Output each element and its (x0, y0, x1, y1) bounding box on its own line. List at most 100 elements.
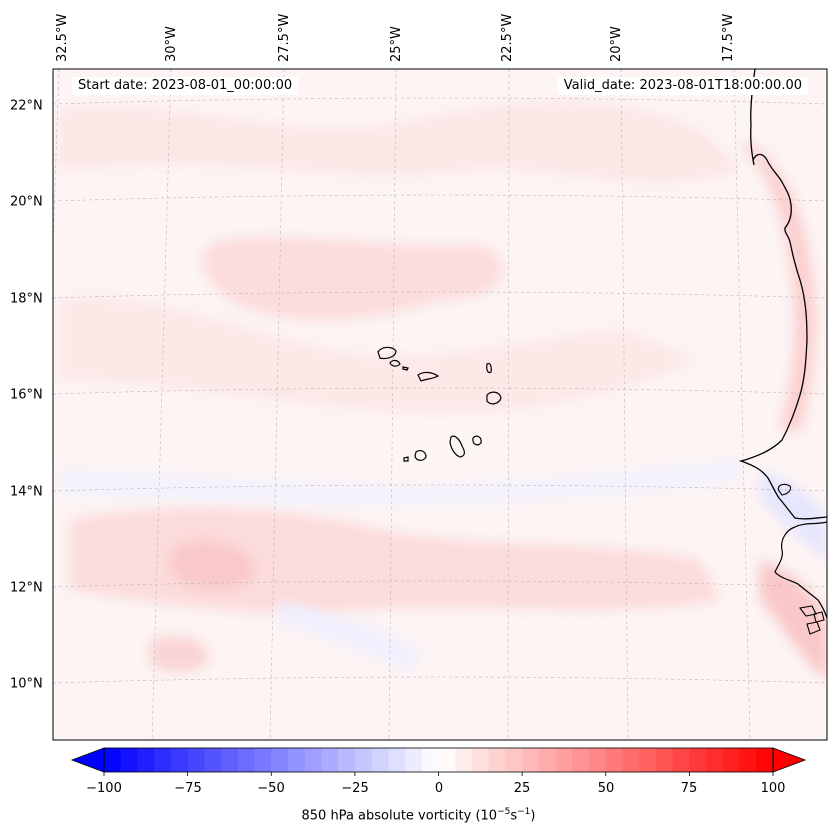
parallel-10n (53, 676, 827, 684)
coastal-vorticity-red-south (760, 560, 827, 680)
colorbar-step (471, 748, 490, 772)
colorbar-step (505, 748, 523, 772)
coastal-vorticity-red (745, 140, 816, 430)
colorbar-step (321, 748, 339, 772)
island-boa-vista (486, 391, 502, 405)
positive-vorticity-spot-sw (169, 541, 255, 590)
parallel-14n (53, 484, 827, 492)
colorbar-step (639, 748, 657, 772)
parallel-20n (53, 194, 827, 202)
colorbar-step (722, 748, 741, 772)
lat-label-12n: 12°N (10, 580, 43, 596)
negative-vorticity-band (60, 460, 740, 505)
island-maio (472, 435, 482, 446)
colorbar-step (706, 748, 724, 772)
colorbar-tick-label: 100 (760, 781, 786, 796)
vorticity-field (53, 69, 827, 740)
colorbar-tick-label: −75 (174, 781, 202, 796)
meridian-25w (388, 69, 397, 740)
colorbar-tick-label: 75 (680, 781, 698, 796)
colorbar-step (204, 748, 222, 772)
colorbar-step (170, 748, 189, 772)
colorbar-step (338, 748, 356, 772)
positive-vorticity-spot-s (150, 636, 210, 672)
island-fogo (414, 450, 427, 461)
colorbar-step (354, 748, 373, 772)
lat-label-14n: 14°N (10, 484, 43, 500)
colorbar-step (388, 748, 406, 772)
colorbar-title: 850 hPa absolute vorticity (10−5s−1) (301, 807, 536, 824)
map-gridlines (53, 69, 827, 740)
parallel-12n (53, 580, 827, 588)
colorbar-tick-label: 50 (597, 781, 615, 796)
lat-label-16n: 16°N (10, 387, 43, 403)
colorbar-step (739, 748, 757, 772)
lat-label-22n: 22°N (10, 98, 43, 114)
lat-label-18n: 18°N (10, 291, 43, 307)
island-sal (486, 362, 492, 374)
colorbar-step (555, 748, 573, 772)
island-santiago (449, 435, 465, 458)
colorbar-step (689, 748, 707, 772)
island-sao-vicente (389, 359, 401, 367)
colorbar-step (371, 748, 389, 772)
colorbar-steps (104, 748, 774, 772)
colorbar-step (187, 748, 205, 772)
field-shading (60, 102, 827, 680)
colorbar-max-extend (772, 747, 807, 773)
map-frame (52, 68, 828, 741)
colorbar-step (304, 748, 323, 772)
coastal-vorticity-blue (760, 470, 827, 560)
start-date-label: Start date: 2023-08-01_00:00:00 (72, 77, 299, 95)
parallel-18n (53, 291, 827, 299)
island-santa-luzia (402, 366, 409, 371)
colorbar-step (538, 748, 557, 772)
colorbar-step (104, 748, 122, 772)
colorbar-step (522, 748, 540, 772)
colorbar-tick-label: −100 (86, 781, 122, 796)
colorbar-tick-marks (103, 772, 774, 776)
dakar-peninsula (777, 483, 792, 496)
colorbar-min-extend (70, 747, 105, 773)
colorbar-step (756, 748, 774, 772)
colorbar-tick-label: 0 (434, 781, 444, 796)
cape-verde-islands (377, 346, 502, 462)
lat-label-20n: 20°N (10, 194, 43, 210)
valid-date-label: Valid_date: 2023-08-01T18:00:00.00 (557, 77, 808, 95)
colorbar-step (271, 748, 289, 772)
colorbar-step (488, 748, 507, 772)
meridian-20w (620, 69, 629, 740)
colorbar-step (455, 748, 473, 772)
colorbar-step (254, 748, 272, 772)
island-brava (403, 456, 409, 462)
colorbar-step (589, 748, 607, 772)
colorbar-step (154, 748, 172, 772)
island-santo-antao (377, 346, 397, 360)
colorbar-step (438, 748, 456, 772)
colorbar-step (572, 748, 590, 772)
colorbar-step (622, 748, 640, 772)
meridian-17-5w (733, 69, 751, 740)
positive-vorticity-region-central (202, 237, 504, 320)
colorbar-step (605, 748, 624, 772)
colorbar-tick-label: 25 (513, 781, 531, 796)
guinea-bissau-islands (799, 605, 825, 635)
africa-coastline (738, 69, 827, 520)
parallel-16n (53, 387, 827, 395)
colorbar-step (237, 748, 256, 772)
colorbar-tick-label: −25 (341, 781, 369, 796)
colorbar-step (421, 748, 440, 772)
colorbar-step (287, 748, 306, 772)
colorbar-step (120, 748, 139, 772)
meridian-22-5w (507, 69, 510, 740)
island-sao-nicolau (417, 371, 440, 382)
colorbar-step (221, 748, 239, 772)
meridian-30w (151, 69, 172, 740)
positive-vorticity-band-mid (60, 298, 700, 413)
parallel-22n (53, 97, 827, 105)
colorbar-step (672, 748, 690, 772)
colorbar-step (405, 748, 423, 772)
negative-vorticity-south (275, 600, 420, 670)
